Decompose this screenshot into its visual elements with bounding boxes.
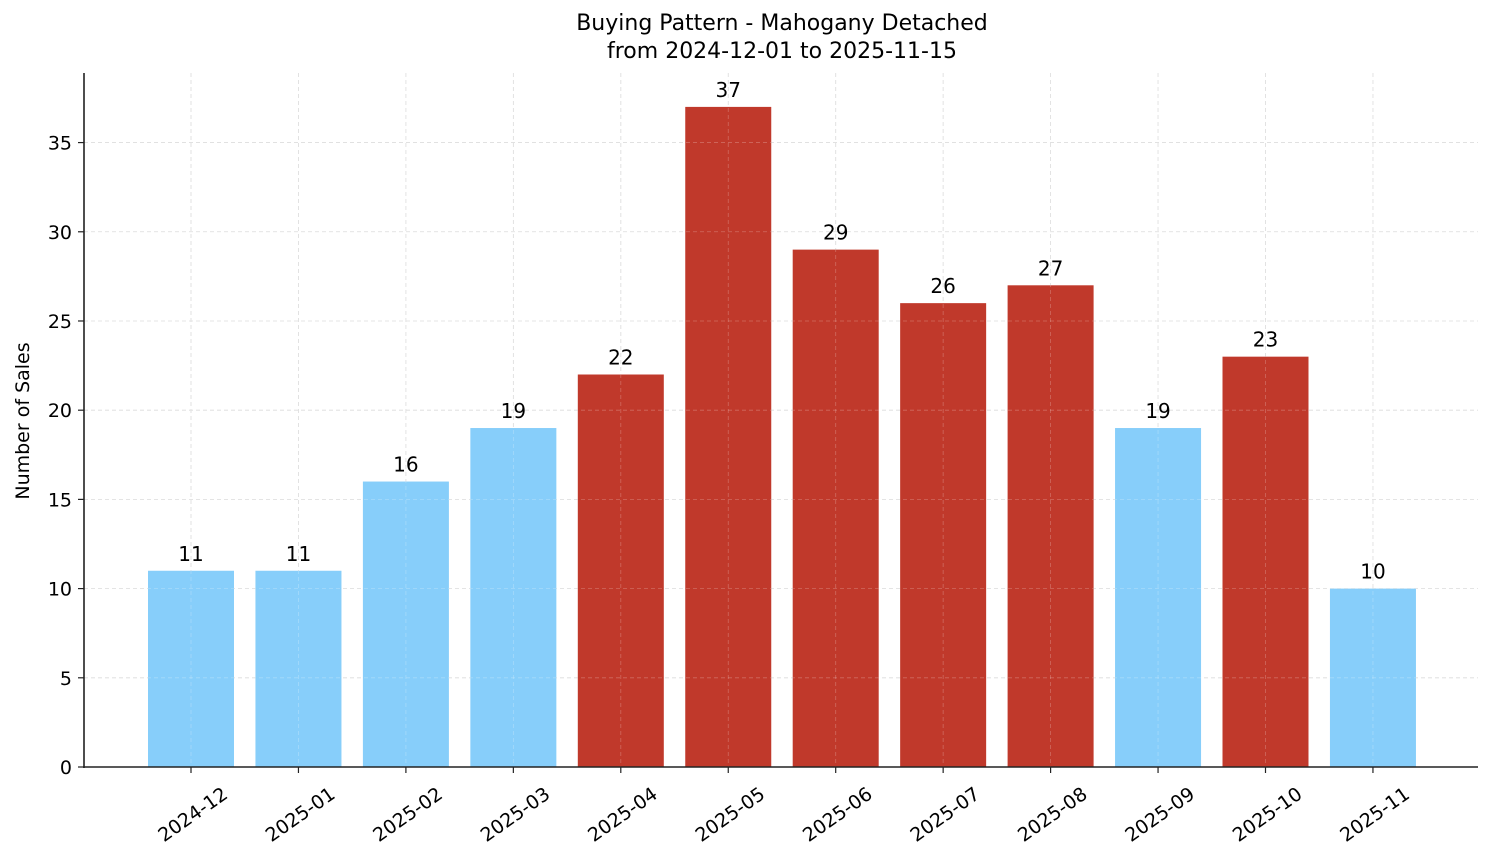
x-tick-label: 2025-06 bbox=[799, 783, 877, 847]
data-label: 26 bbox=[930, 274, 955, 298]
x-tick-label: 2024-12 bbox=[154, 783, 232, 847]
bar-2025-02 bbox=[362, 481, 449, 767]
y-tick-label: 15 bbox=[48, 489, 72, 511]
x-tick-label: 2025-07 bbox=[906, 783, 984, 847]
x-axis-ticks: 2024-12 2025-01 2025-02 2025-03 2025-04 2025-… bbox=[154, 767, 1414, 847]
data-label: 16 bbox=[393, 453, 418, 477]
bar-2025-08 bbox=[1007, 285, 1094, 767]
x-tick-label: 2025-08 bbox=[1014, 783, 1092, 847]
data-label: 27 bbox=[1038, 256, 1063, 280]
y-tick-label: 5 bbox=[60, 668, 72, 690]
x-tick-label: 2025-02 bbox=[369, 783, 447, 847]
chart-subtitle: from 2024-12-01 to 2025-11-15 bbox=[607, 39, 957, 64]
bar-2025-11 bbox=[1329, 588, 1416, 767]
bar-2025-07 bbox=[900, 303, 987, 767]
x-tick-label: 2025-10 bbox=[1229, 783, 1307, 847]
x-tick-label: 2025-04 bbox=[584, 783, 662, 847]
x-tick-label: 2025-01 bbox=[262, 783, 340, 847]
y-tick-label: 25 bbox=[48, 311, 72, 333]
chart-title: Buying Pattern - Mahogany Detached bbox=[576, 11, 988, 36]
data-label: 29 bbox=[823, 221, 848, 245]
y-tick-label: 0 bbox=[60, 757, 72, 779]
x-tick-label: 2025-03 bbox=[477, 783, 555, 847]
bars bbox=[148, 106, 1416, 768]
bar-2025-09 bbox=[1115, 428, 1202, 767]
data-labels: 11 11 16 19 22 37 29 26 27 19 23 10 bbox=[178, 78, 1385, 584]
y-tick-label: 30 bbox=[48, 222, 72, 244]
bar-2024-12 bbox=[148, 570, 234, 767]
data-label: 19 bbox=[501, 399, 526, 423]
bar-2025-10 bbox=[1222, 356, 1309, 767]
x-tick-label: 2025-11 bbox=[1336, 783, 1414, 847]
data-label: 10 bbox=[1360, 560, 1385, 584]
bar-2025-01 bbox=[255, 570, 342, 767]
bar-2025-04 bbox=[577, 374, 664, 767]
grid-lines-overlay bbox=[84, 73, 1478, 767]
data-label: 11 bbox=[178, 542, 203, 566]
data-label: 19 bbox=[1145, 399, 1170, 423]
y-tick-label: 35 bbox=[48, 133, 72, 155]
bar-2025-03 bbox=[470, 428, 557, 767]
data-label: 37 bbox=[716, 78, 741, 102]
bar-2025-05 bbox=[685, 106, 772, 768]
data-label: 23 bbox=[1253, 328, 1278, 352]
data-label: 11 bbox=[286, 542, 311, 566]
y-tick-label: 10 bbox=[48, 579, 72, 601]
data-label: 22 bbox=[608, 346, 633, 370]
x-tick-label: 2025-09 bbox=[1121, 783, 1199, 847]
y-axis-ticks: 0 5 10 15 20 25 30 35 bbox=[48, 133, 84, 779]
bar-2025-06 bbox=[792, 249, 879, 768]
y-tick-label: 20 bbox=[48, 400, 72, 422]
x-tick-label: 2025-05 bbox=[691, 783, 769, 847]
axes bbox=[83, 73, 1478, 768]
